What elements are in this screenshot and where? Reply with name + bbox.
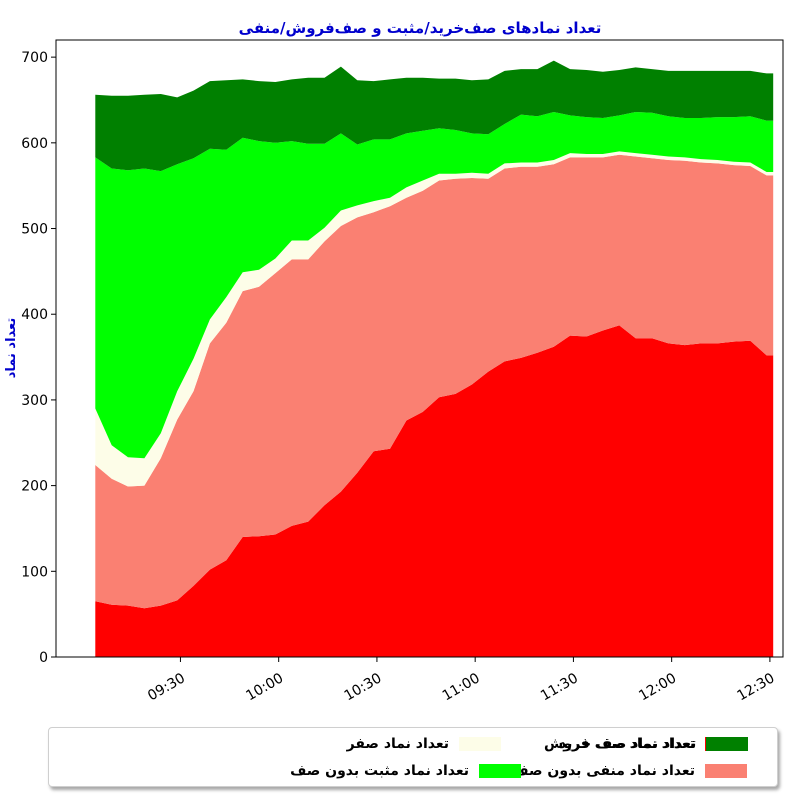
y-tick-label: 100 <box>21 564 48 580</box>
y-axis: 0 100 200 300 400 500 600 700 <box>21 50 56 666</box>
y-tick-label: 700 <box>21 50 48 66</box>
y-axis-label: تعداد نماد <box>4 318 19 379</box>
y-tick-label: 400 <box>21 307 48 323</box>
x-tick-label: 09:30 <box>145 670 188 704</box>
area-series-4 <box>95 112 774 459</box>
area-series-1 <box>95 325 774 657</box>
y-tick-label: 600 <box>21 136 48 152</box>
legend-item-positive: تعداد نماد مثبت بدون صف <box>290 761 521 781</box>
legend-item-negative: تعداد نماد منفی بدون صف <box>512 761 747 781</box>
y-tick-label: 0 <box>39 650 48 666</box>
chart-title: تعداد نمادهای صف‌خرید/مثبت و صف‌فروش/منف… <box>239 19 602 37</box>
x-tick-label: 10:00 <box>243 670 286 704</box>
area-series-5 <box>95 60 774 172</box>
legend-item-zero: تعداد نماد صفر <box>347 734 501 754</box>
x-tick-label: 10:30 <box>342 670 385 704</box>
x-tick-label: 12:30 <box>735 670 778 704</box>
legend: تعداد نماد صف فروش تعداد نماد منفی بدون … <box>48 727 778 787</box>
area-series-2 <box>95 154 774 609</box>
x-tick-label: 11:00 <box>440 670 483 704</box>
legend-label-buy-queue: تعداد نماد صف خرید <box>559 736 697 752</box>
legend-swatch-negative <box>705 764 747 778</box>
legend-swatch-zero <box>459 737 501 751</box>
y-tick-label: 500 <box>21 222 48 238</box>
plot-frame <box>55 39 784 658</box>
legend-label-positive: تعداد نماد مثبت بدون صف <box>290 763 469 779</box>
x-tick-label: 12:00 <box>636 670 679 704</box>
legend-label-negative: تعداد نماد منفی بدون صف <box>512 763 695 779</box>
areas-layer <box>95 60 774 657</box>
y-tick-label: 200 <box>21 479 48 495</box>
legend-label-zero: تعداد نماد صفر <box>346 736 449 752</box>
legend-label-sell-queue: تعداد نماد صف فروش <box>543 736 695 752</box>
legend-swatch-positive <box>479 764 521 778</box>
y-tick-label: 300 <box>21 393 48 409</box>
x-axis: 09:30 10:00 10:30 11:00 11:30 12:00 12:30 <box>145 657 778 704</box>
x-tick-label: 11:30 <box>538 670 581 704</box>
legend-swatch-buy-queue <box>706 737 749 751</box>
legend-item-buy-queue-real: تعداد نماد صف خرید <box>559 734 749 754</box>
